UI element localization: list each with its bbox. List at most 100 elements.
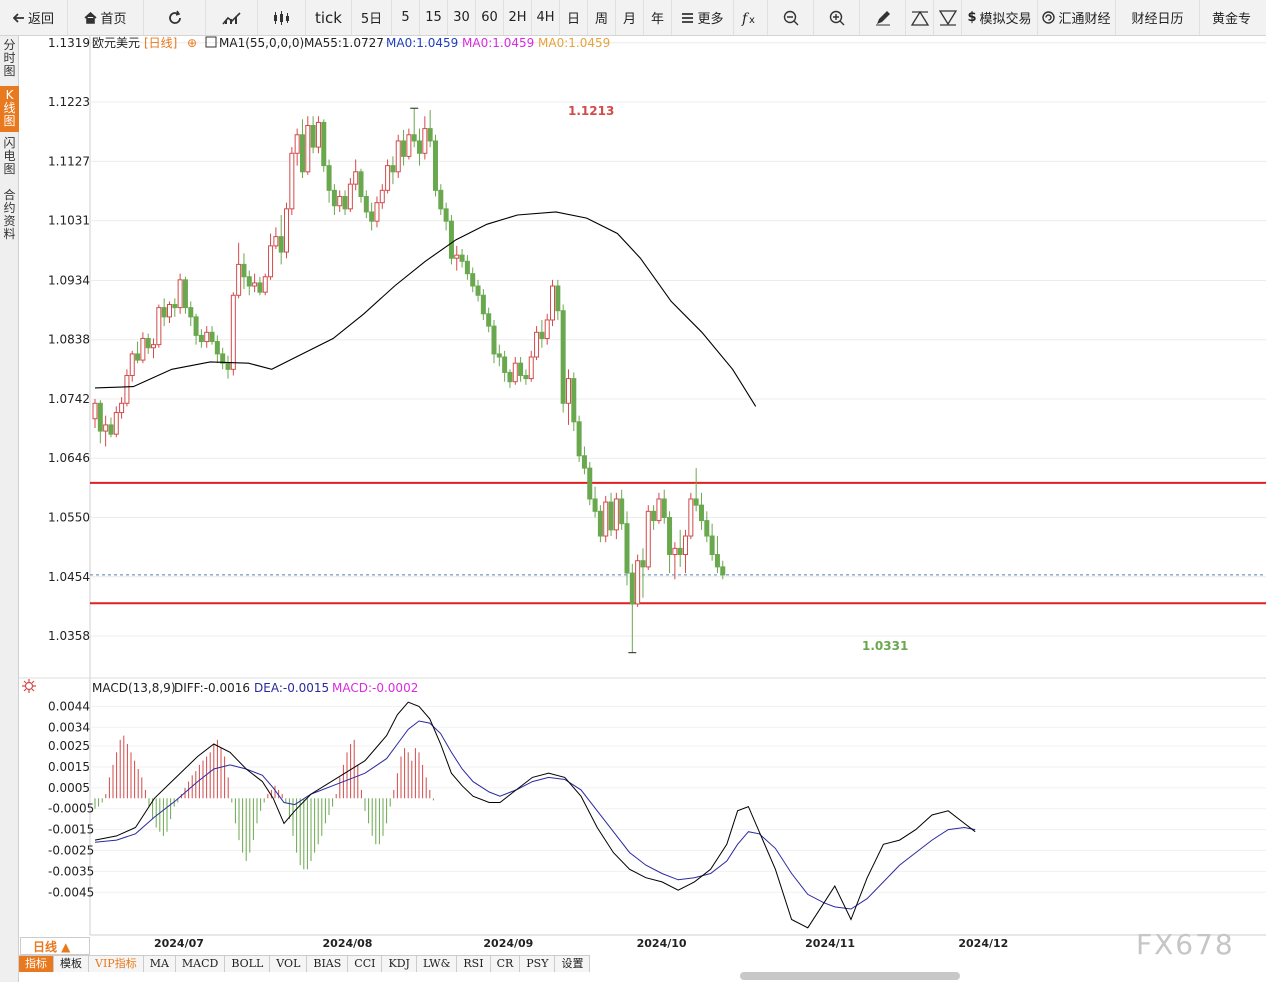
nav-char: 图 [3, 114, 16, 128]
period-year[interactable]: 年 [644, 0, 672, 35]
line-chart-button[interactable] [206, 0, 258, 35]
period-60m[interactable]: 60 [476, 0, 504, 35]
refresh-icon [168, 10, 181, 24]
nav-contract[interactable]: 合约资料 [0, 186, 19, 246]
tab-kdj[interactable]: KDJ [382, 955, 417, 972]
candle-body [693, 498, 699, 506]
zoom-out-button[interactable] [768, 0, 814, 35]
macd-y-tick-label: 0.0034 [48, 720, 90, 734]
toolbar: 返回 首页 tick 5日 5 15 30 60 2H 4H 日 周 月 年 更… [0, 0, 1266, 36]
candle-body [124, 375, 130, 404]
draw-button[interactable] [860, 0, 906, 35]
candle-body [390, 165, 396, 173]
candle-body [395, 140, 401, 173]
period-selector[interactable]: 日线 ▲ [20, 937, 90, 955]
tab-rsi[interactable]: RSI [457, 955, 491, 972]
candle-body [97, 402, 103, 432]
candle-body [315, 121, 321, 148]
sim-trade-button[interactable]: $ 模拟交易 [962, 0, 1038, 35]
candle-body [119, 402, 125, 414]
tab-macd[interactable]: MACD [175, 955, 226, 972]
candle-body [204, 331, 210, 343]
candle-body [592, 498, 598, 512]
legend-symbol: 欧元美元 [92, 36, 140, 50]
tab-boll[interactable]: BOLL [225, 955, 271, 972]
period-day[interactable]: 日 [560, 0, 588, 35]
nav-char: 料 [3, 227, 16, 241]
period-15m[interactable]: 15 [420, 0, 448, 35]
candle-body [268, 245, 274, 278]
candle-body [624, 523, 630, 574]
tick-button[interactable]: tick [306, 0, 352, 35]
fx-news-button[interactable]: 汇通财经 [1038, 0, 1116, 35]
fx-news-label: 汇通财经 [1058, 12, 1111, 27]
tab-ma[interactable]: MA [143, 955, 176, 972]
nav-timeshare[interactable]: 分时图 [0, 36, 19, 84]
y-tick-label: 1.0454 [48, 570, 90, 584]
zoom-out-icon [783, 10, 798, 25]
candle-body [92, 402, 98, 420]
candle-body [635, 560, 641, 605]
candle-body [385, 165, 391, 191]
tab-vol[interactable]: VOL [270, 955, 308, 972]
settings-box-icon[interactable] [205, 36, 217, 48]
legend-plus-icon[interactable]: ⊕ [187, 36, 197, 50]
period-month[interactable]: 月 [616, 0, 644, 35]
nav-flash[interactable]: 闪电图 [0, 134, 19, 182]
candle-body [289, 152, 295, 210]
tab-template[interactable]: 模板 [54, 955, 89, 972]
period-week[interactable]: 周 [588, 0, 616, 35]
candle-body [714, 554, 720, 568]
candle-body [555, 285, 561, 312]
triangle-up-button[interactable] [906, 0, 934, 35]
period-30m[interactable]: 30 [448, 0, 476, 35]
candle-body [135, 353, 141, 361]
period-2h[interactable]: 2H [504, 0, 532, 35]
candle-body [331, 189, 337, 207]
tab-vip[interactable]: VIP指标 [89, 955, 144, 972]
legend-ma0-c: MA0:1.0459 [538, 36, 610, 50]
candle-body [613, 498, 619, 531]
nav-char: 图 [3, 162, 16, 176]
more-button[interactable]: 更多 [672, 0, 734, 35]
triangle-down-button[interactable] [934, 0, 962, 35]
tab-lw[interactable]: LW& [416, 955, 458, 972]
candle-body [401, 140, 407, 157]
refresh-button[interactable] [144, 0, 206, 35]
candle-body [411, 134, 417, 142]
candle-body [608, 501, 614, 531]
period-5m[interactable]: 5 [392, 0, 420, 35]
candle-body [502, 356, 508, 373]
candle-body [544, 319, 550, 339]
zoom-in-button[interactable] [814, 0, 860, 35]
candle-body [209, 331, 215, 343]
horizontal-scrollbar[interactable] [740, 972, 960, 980]
calendar-button[interactable]: 财经日历 [1116, 0, 1200, 35]
tab-cci[interactable]: CCI [348, 955, 383, 972]
macd-panel [90, 701, 1266, 929]
tab-settings[interactable]: 设置 [555, 955, 591, 972]
tab-cr[interactable]: CR [490, 955, 521, 972]
candle-button[interactable] [258, 0, 306, 35]
tab-psy[interactable]: PSY [520, 955, 556, 972]
candle-body [326, 165, 332, 191]
macd-y-tick-label: -0.0045 [48, 885, 94, 899]
home-button[interactable]: 首页 [68, 0, 144, 35]
period-label: 60 [481, 10, 498, 25]
gold-button[interactable]: 黄金专 [1200, 0, 1260, 35]
tab-bias[interactable]: BIAS [307, 955, 349, 972]
candle-body [534, 331, 540, 358]
macd-settings-icon[interactable] [22, 679, 36, 693]
period-label: 4H [536, 10, 555, 25]
nav-char: 约 [3, 201, 16, 215]
period-4h[interactable]: 4H [532, 0, 560, 35]
back-button[interactable]: 返回 [0, 0, 68, 35]
period-5d[interactable]: 5日 [352, 0, 392, 35]
tab-indicator[interactable]: 指标 [19, 955, 54, 972]
x-tick-label: 2024/07 [154, 937, 204, 950]
legend-ma0-a: MA0:1.0459 [386, 36, 458, 50]
